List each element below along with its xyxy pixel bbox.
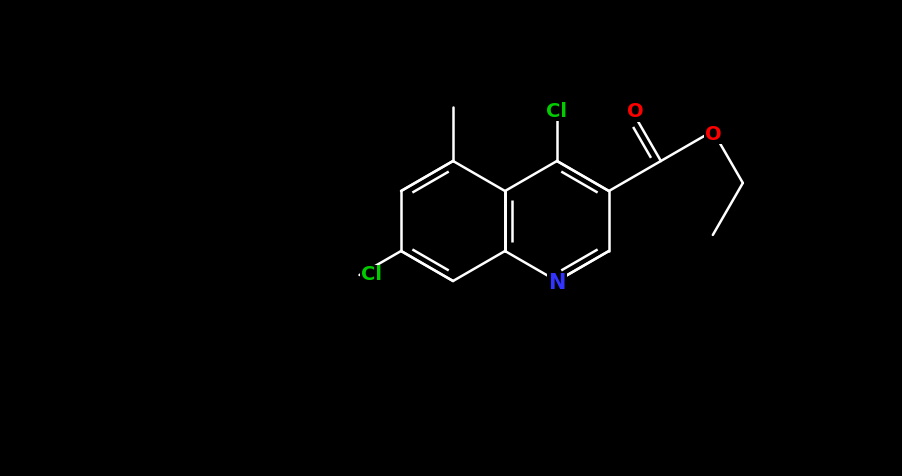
Text: O: O: [704, 125, 722, 143]
Text: O: O: [627, 102, 644, 121]
Text: N: N: [548, 273, 566, 293]
Text: Cl: Cl: [547, 101, 567, 120]
Text: Cl: Cl: [361, 266, 382, 285]
